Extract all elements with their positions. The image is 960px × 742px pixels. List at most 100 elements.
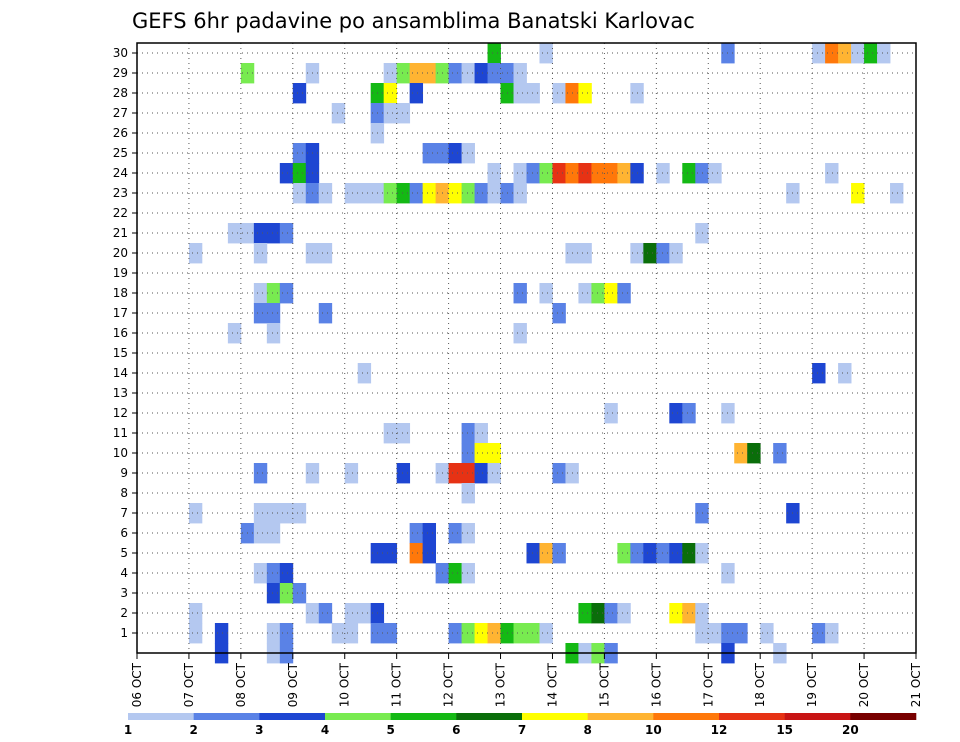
precip-cell — [383, 423, 398, 444]
y-tick-label: 30 — [113, 46, 128, 60]
precip-cell — [279, 223, 294, 244]
precip-cell — [279, 623, 294, 644]
colorbar-label: 12 — [711, 723, 728, 737]
colorbar-swatch — [193, 713, 260, 720]
precip-cell — [422, 523, 437, 544]
y-tick-label: 24 — [113, 166, 128, 180]
precip-cell — [292, 163, 307, 184]
precip-cell — [344, 463, 359, 484]
y-tick-label: 20 — [113, 246, 128, 260]
y-tick-label: 16 — [113, 326, 128, 340]
precip-cell — [461, 523, 475, 544]
precip-cell — [396, 63, 411, 84]
precip-cell — [279, 583, 294, 604]
precip-cell — [474, 443, 488, 464]
colorbar-label: 2 — [189, 723, 197, 737]
y-tick-label: 29 — [113, 66, 128, 80]
precip-cell — [279, 163, 294, 184]
precip-cell — [253, 563, 268, 584]
y-tick-label: 26 — [113, 126, 128, 140]
colorbar-label: 1 — [124, 723, 132, 737]
precip-cell — [266, 283, 281, 304]
precip-cell — [318, 183, 333, 204]
precip-cell — [526, 83, 540, 104]
precip-cell — [383, 63, 398, 84]
precip-cell — [474, 463, 488, 484]
precip-cell — [526, 543, 540, 564]
precip-cell — [448, 523, 462, 544]
y-tick-label: 23 — [113, 186, 128, 200]
colorbar-label: 10 — [645, 723, 662, 737]
precip-cell — [266, 583, 281, 604]
precip-cell — [487, 63, 501, 84]
colorbar-swatch — [850, 713, 917, 720]
precip-cell — [708, 623, 722, 644]
precip-cell — [708, 163, 722, 184]
x-tick-label: 09 OCT — [286, 662, 300, 707]
precip-cell — [487, 463, 501, 484]
precip-cell — [461, 563, 475, 584]
precip-cell — [604, 163, 618, 184]
precip-cell — [513, 623, 527, 644]
precip-cell — [695, 603, 709, 624]
plot-frame — [136, 42, 917, 654]
precip-cell — [760, 623, 774, 644]
precip-cell — [773, 443, 787, 464]
precip-cell — [838, 363, 852, 384]
x-axis: 06 OCT 07 OCT 08 OCT 09 OCT 10 OCT 11 OCT 12 O… — [130, 653, 923, 707]
precip-cell — [409, 63, 424, 84]
precip-cell — [747, 443, 761, 464]
y-tick-label: 14 — [113, 366, 128, 380]
precip-cell — [188, 503, 203, 524]
precip-cell — [669, 243, 683, 264]
precip-cell — [864, 43, 878, 64]
precip-cell — [292, 503, 307, 524]
y-tick-label: 7 — [120, 506, 128, 520]
y-tick-label: 27 — [113, 106, 128, 120]
precip-cell — [357, 363, 372, 384]
y-axis: 1234567891011121314151617181920212223242… — [113, 46, 137, 640]
precip-cell — [357, 603, 372, 624]
precip-cell — [383, 183, 398, 204]
precip-cell — [812, 363, 826, 384]
precip-cell — [253, 223, 268, 244]
y-tick-label: 5 — [120, 546, 128, 560]
y-tick-label: 15 — [113, 346, 128, 360]
precip-cell — [292, 583, 307, 604]
precip-cell — [344, 603, 359, 624]
x-tick-label: 07 OCT — [182, 662, 196, 707]
precip-cell — [695, 223, 709, 244]
precip-cell — [357, 183, 372, 204]
precip-cell — [474, 183, 488, 204]
x-tick-label: 11 OCT — [390, 662, 404, 707]
precip-cell — [292, 183, 307, 204]
y-tick-label: 11 — [113, 426, 128, 440]
y-tick-label: 10 — [113, 446, 128, 460]
precip-cell — [604, 283, 618, 304]
y-tick-label: 1 — [120, 626, 128, 640]
y-tick-label: 4 — [120, 566, 128, 580]
colorbar-label: 15 — [776, 723, 793, 737]
precip-cell — [344, 183, 359, 204]
x-tick-label: 15 OCT — [597, 662, 611, 707]
precip-cell — [513, 163, 527, 184]
precip-cell — [253, 503, 268, 524]
precip-cell — [461, 63, 475, 84]
precip-cell — [383, 543, 398, 564]
colorbar-swatch — [587, 713, 654, 720]
precip-cell — [487, 43, 501, 64]
colorbar-swatch — [719, 713, 785, 720]
precip-cell — [552, 303, 566, 324]
grid-layer — [137, 43, 916, 653]
y-tick-label: 12 — [113, 406, 128, 420]
precip-cell — [409, 523, 424, 544]
precip-cell — [812, 623, 826, 644]
precip-cell — [591, 283, 605, 304]
x-tick-label: 14 OCT — [545, 662, 559, 707]
colorbar-swatch — [128, 713, 194, 720]
y-tick-label: 28 — [113, 86, 128, 100]
chart-title: GEFS 6hr padavine po ansamblima Banatski… — [132, 9, 695, 33]
colorbar-swatch — [456, 713, 523, 720]
precip-cell — [266, 523, 281, 544]
